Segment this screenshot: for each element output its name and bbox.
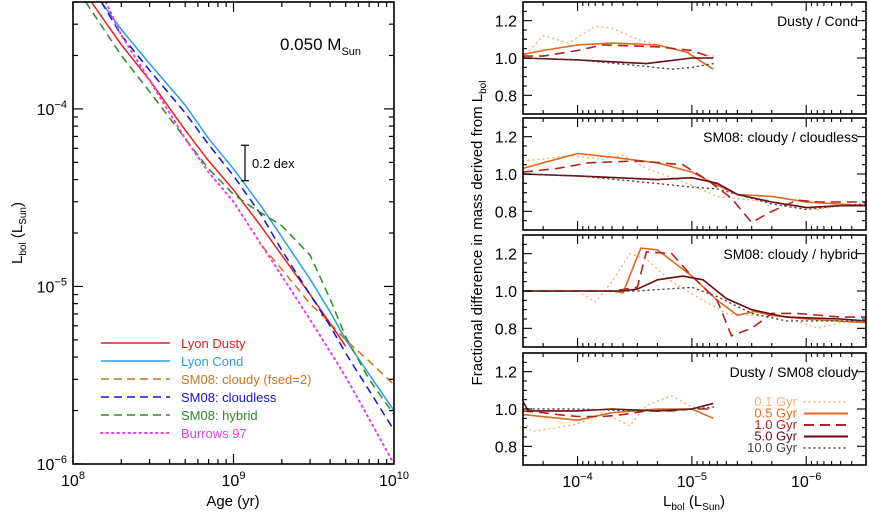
scale-bar-label: 0.2 dex xyxy=(252,156,295,171)
left-x-axis-label: Age (yr) xyxy=(206,493,259,510)
legend-item-sm08-cloudy-fsed-2: SM08: cloudy (fsed=2) xyxy=(101,372,311,387)
x-tick-label: 109 xyxy=(222,470,246,490)
y-tick-label: 1.0 xyxy=(495,51,517,68)
series-line-0-5-gyr xyxy=(523,408,714,422)
series-line-0-5-gyr xyxy=(523,152,866,207)
left-y-axis-label: Lbol (LSun) xyxy=(9,202,29,264)
legend-label: 1.0 Gyr xyxy=(754,417,797,432)
legend-item-lyon-cond: Lyon Cond xyxy=(101,354,243,369)
legend-item-0-1-gyr: 0.1 Gyr xyxy=(754,394,849,409)
y-tick-label: 1.0 xyxy=(495,167,517,184)
legend-label: 10.0 Gyr xyxy=(747,440,798,455)
y-tick-label: 0.8 xyxy=(495,321,517,338)
series-line-10-0-gyr xyxy=(523,173,866,211)
legend-label: Burrows 97 xyxy=(181,426,247,441)
series-line-sm08-hybrid xyxy=(85,2,394,415)
series-line-5-0-gyr xyxy=(523,173,866,209)
series-line-10-0-gyr xyxy=(523,57,714,70)
y-tick-label: 0.8 xyxy=(495,204,517,221)
right-plot: 0.8 1.0 1.2 Dusty / Cond 0.8 1.0 1.2 SM08: clou… xyxy=(469,1,867,513)
left-ticks xyxy=(72,1,394,465)
y-tick-label: 0.8 xyxy=(495,439,517,456)
series-line-1-0-gyr xyxy=(523,160,866,224)
right-x-tick-labels: 10−4 10−5 10−6 xyxy=(562,471,821,491)
panel-curves xyxy=(523,395,714,433)
series-line-burrows-97 xyxy=(104,2,394,464)
series-line-sm08-cloudless xyxy=(100,2,394,431)
legend-item-sm08-hybrid: SM08: hybrid xyxy=(101,408,258,423)
series-line-1-0-gyr xyxy=(523,250,866,337)
panel-curves xyxy=(523,152,866,224)
y-tick-label: 1.2 xyxy=(495,14,517,31)
series-line-10-0-gyr xyxy=(523,286,866,322)
series-line-0-1-gyr xyxy=(523,154,866,211)
y-tick-label: 1.0 xyxy=(495,284,517,301)
x-tick-label: 10−4 xyxy=(562,471,592,491)
scale-bar: 0.2 dex xyxy=(241,144,295,182)
legend-item-lyon-dusty: Lyon Dusty xyxy=(101,336,246,351)
panel-curves xyxy=(523,247,866,337)
y-tick-label: 1.2 xyxy=(495,247,517,264)
panel-label: Dusty / SM08 cloudy xyxy=(730,364,858,380)
series-line-lyon-cond xyxy=(100,2,394,412)
mass-annotation-sub: Sun xyxy=(341,46,361,58)
left-tick-labels: 108 109 1010 10−4 10−5 10−6 xyxy=(37,99,409,490)
series-line-0-1-gyr xyxy=(523,25,714,59)
y-tick-label: 1.0 xyxy=(495,402,517,419)
panel-sm08-cloudy-hybrid: 0.8 1.0 1.2 SM08: cloudy / hybrid xyxy=(495,234,867,348)
legend-item-5-0-gyr: 5.0 Gyr xyxy=(754,429,848,444)
panel-label: SM08: cloudy / hybrid xyxy=(723,246,858,262)
legend-label: 0.5 Gyr xyxy=(754,406,797,421)
series-line-1-0-gyr xyxy=(523,44,714,59)
y-tick-label: 10−6 xyxy=(37,454,67,474)
series-line-5-0-gyr xyxy=(523,57,714,65)
legend-label: Lyon Cond xyxy=(181,354,243,369)
legend-item-10-0-gyr: 10.0 Gyr xyxy=(747,440,849,455)
y-tick-label: 10−5 xyxy=(37,276,67,296)
legend-label: 0.1 Gyr xyxy=(754,394,797,409)
y-tick-label: 10−4 xyxy=(37,99,67,119)
series-line-5-0-gyr xyxy=(523,275,866,322)
legend-label: SM08: cloudy (fsed=2) xyxy=(181,372,311,387)
right-x-axis-label: Lbol (LSun) xyxy=(663,493,725,513)
series-line-0-1-gyr xyxy=(523,395,714,433)
panel-dusty-cond: 0.8 1.0 1.2 Dusty / Cond xyxy=(495,1,867,115)
legend-label: SM08: cloudless xyxy=(181,390,277,405)
mass-annotation: 0.050 MSun xyxy=(280,35,361,58)
y-tick-label: 1.2 xyxy=(495,365,517,382)
x-tick-label: 108 xyxy=(61,470,85,490)
series-line-0-5-gyr xyxy=(523,42,714,70)
legend-label: SM08: hybrid xyxy=(181,408,258,423)
y-tick-label: 1.2 xyxy=(495,130,517,147)
legend-label: 5.0 Gyr xyxy=(754,429,797,444)
series-line-0-1-gyr xyxy=(523,252,866,330)
left-plot: 108 109 1010 10−4 10−5 10−6 0.050 MSun 0.2 de… xyxy=(9,1,409,510)
x-tick-label: 10−6 xyxy=(791,471,821,491)
x-tick-label: 1010 xyxy=(379,470,409,490)
legend-label: Lyon Dusty xyxy=(181,336,246,351)
left-legend: Lyon Dusty Lyon Cond SM08: cloudy (fsed=2)… xyxy=(100,336,311,441)
series-line-sm08-cloudy-fsed-2 xyxy=(261,245,394,386)
right-panels: 0.8 1.0 1.2 Dusty / Cond 0.8 1.0 1.2 SM08: clou… xyxy=(495,1,867,466)
panel-label: SM08: cloudy / cloudless xyxy=(703,129,858,145)
y-tick-label: 0.8 xyxy=(495,88,517,105)
panel-sm08-cloudy-cloudless: 0.8 1.0 1.2 SM08: cloudy / cloudless xyxy=(495,117,867,231)
legend-item-1-0-gyr: 1.0 Gyr xyxy=(754,417,848,432)
series-line-5-0-gyr xyxy=(523,401,714,412)
series-line-10-0-gyr xyxy=(523,406,714,412)
panel-label: Dusty / Cond xyxy=(777,13,858,29)
left-curves xyxy=(85,2,394,464)
x-tick-label: 10−5 xyxy=(677,471,707,491)
panel-dusty-sm08-cloudy: 0.8 1.0 1.2 Dusty / SM08 cloudy xyxy=(495,352,867,466)
legend-item-sm08-cloudless: SM08: cloudless xyxy=(101,390,277,405)
right-y-axis-label: Fractional difference in mass derived fr… xyxy=(469,81,489,386)
panel-curves xyxy=(523,25,714,70)
legend-item-burrows-97: Burrows 97 xyxy=(100,426,247,441)
legend-item-0-5-gyr: 0.5 Gyr xyxy=(754,406,848,421)
